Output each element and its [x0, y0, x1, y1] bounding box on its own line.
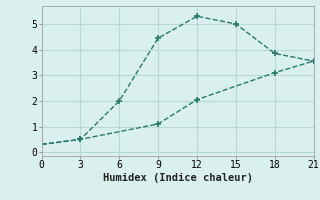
X-axis label: Humidex (Indice chaleur): Humidex (Indice chaleur) — [103, 173, 252, 183]
